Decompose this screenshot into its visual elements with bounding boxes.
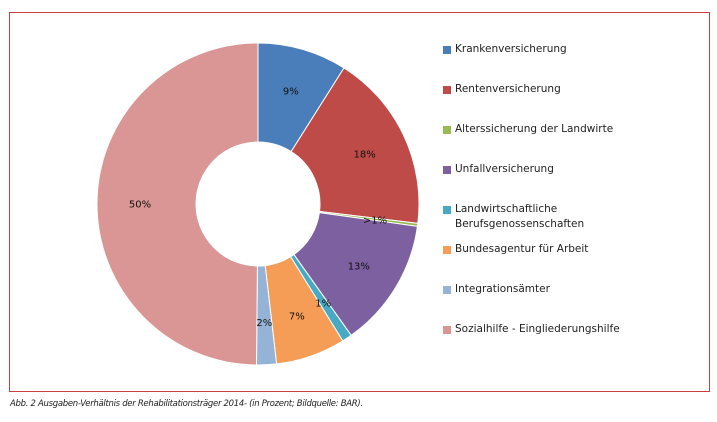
legend-label: Krankenversicherung xyxy=(455,43,567,55)
legend-swatch xyxy=(443,126,451,134)
legend-label: Sozialhilfe - Eingliederungshilfe xyxy=(455,323,620,335)
legend-item-integrationsämter: Integrationsämter xyxy=(443,282,655,297)
legend-label: Integrationsämter xyxy=(455,283,550,295)
data-label-rentenversicherung: 18% xyxy=(353,149,375,160)
legend-item-rentenversicherung: Rentenversicherung xyxy=(443,82,655,97)
legend-swatch xyxy=(443,46,451,54)
slice-rentenversicherung xyxy=(290,67,420,224)
data-label-sozialhilfe-eingliederungshilfe: 50% xyxy=(129,199,151,210)
legend-item-bundesagentur-für-arbeit: Bundesagentur für Arbeit xyxy=(443,242,655,257)
data-label-unfallversicherung: 13% xyxy=(348,261,370,272)
legend-swatch xyxy=(443,286,451,294)
data-label-alterssicherung-der-landwirte: >1% xyxy=(363,215,387,226)
legend-swatch xyxy=(443,246,451,254)
legend-item-sozialhilfe-eingliederungshilfe: Sozialhilfe - Eingliederungshilfe xyxy=(443,322,655,337)
legend-label: Alterssicherung der Landwirte xyxy=(455,123,614,135)
legend-item-krankenversicherung: Krankenversicherung xyxy=(443,42,655,57)
legend-swatch xyxy=(443,206,451,214)
legend-swatch xyxy=(443,166,451,174)
slice-sozialhilfe-eingliederungshilfe xyxy=(96,42,259,366)
legend-label: Bundesagentur für Arbeit xyxy=(455,243,589,255)
data-labels: 9% 18% >1% 13% 1% 7% 2% 50% xyxy=(129,87,387,329)
data-label-krankenversicherung: 9% xyxy=(283,87,299,98)
legend-swatch xyxy=(443,86,451,94)
legend-swatch xyxy=(443,326,451,334)
legend-label: Rentenversicherung xyxy=(455,83,561,95)
legend-label: Landwirtschaftliche Berufsgenossenschaft… xyxy=(455,203,585,230)
legend-item-landwirtschaftliche-berufsgenossenschaften: Landwirtschaftliche Berufsgenossenschaft… xyxy=(443,202,655,232)
legend-item-unfallversicherung: Unfallversicherung xyxy=(443,162,655,177)
legend-item-alterssicherung-der-landwirte: Alterssicherung der Landwirte xyxy=(443,122,655,137)
donut-slices xyxy=(96,42,420,366)
legend-label: Unfallversicherung xyxy=(455,163,554,175)
data-label-landwirtschaftliche-berufsgenossenschaften: 1% xyxy=(315,298,331,309)
figure-caption: Abb. 2 Ausgaben-Verhältnis der Rehabilit… xyxy=(10,399,363,409)
data-label-bundesagentur-für-arbeit: 7% xyxy=(289,311,305,322)
slice-unfallversicherung xyxy=(293,212,419,337)
data-label-integrationsämter: 2% xyxy=(256,318,272,329)
